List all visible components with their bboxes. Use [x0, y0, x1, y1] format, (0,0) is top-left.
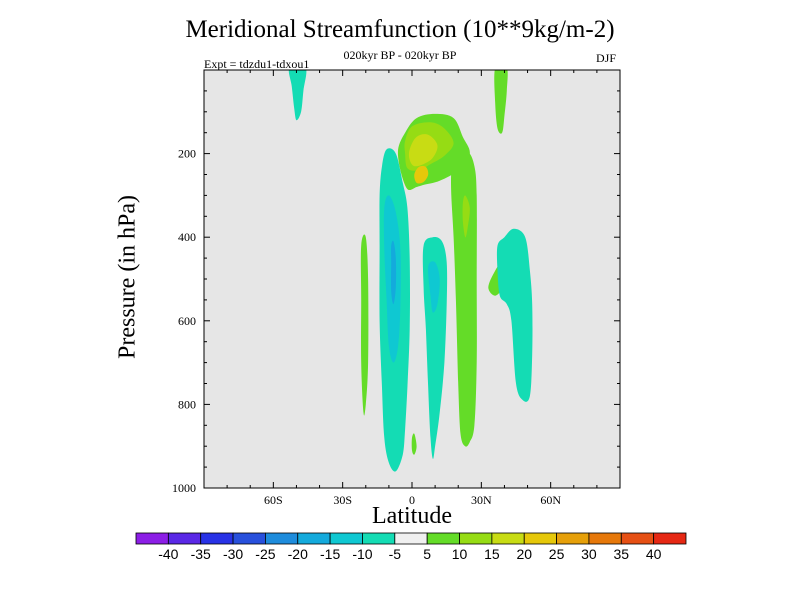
x-tick-label: 60N: [540, 493, 561, 507]
colorbar-label: -35: [191, 546, 211, 562]
colorbar-swatch: [620, 532, 655, 545]
colorbar-swatch: [167, 532, 202, 545]
colorbar-swatch: [491, 532, 525, 545]
contour-nh-column-yellowgreen: [462, 195, 470, 238]
colorbar-swatch: [135, 532, 169, 545]
colorbar-label: 25: [549, 546, 565, 562]
contour-nh-core-gold: [414, 166, 429, 184]
contour-nh-right-cyan: [496, 228, 533, 402]
contour-sh-equator-green: [411, 433, 417, 455]
colorbar-label: -10: [352, 546, 372, 562]
contour-sh-edge-green: [360, 234, 369, 416]
x-axis: 60S 30S 0 30N 60N: [226, 70, 598, 507]
y-tick-label: 400: [178, 230, 196, 244]
y-axis: 200 400 600 800 1000: [172, 90, 620, 495]
y-tick-label: 1000: [172, 481, 196, 495]
colorbar-swatch: [362, 532, 396, 545]
experiment-label: Expt = tdzdu1-tdxou1: [204, 57, 310, 71]
colorbar-label: 35: [614, 546, 630, 562]
y-tick-label: 800: [178, 397, 196, 411]
colorbar-swatch: [265, 532, 299, 545]
y-tick-label: 600: [178, 314, 196, 328]
colorbar-label: -20: [288, 546, 308, 562]
colorbar-swatch: [426, 532, 460, 545]
colorbar-label: -40: [158, 546, 178, 562]
colorbar-label: 20: [516, 546, 532, 562]
colorbar-label: 10: [452, 546, 468, 562]
colorbar-label: 5: [423, 546, 431, 562]
colorbar-swatch: [556, 532, 590, 545]
x-axis-label: Latitude: [372, 503, 452, 529]
colorbar-swatch: [459, 532, 493, 545]
contour-nh-top-green: [494, 70, 508, 134]
x-tick-label: 60S: [264, 493, 283, 507]
colorbar-label: -15: [320, 546, 340, 562]
chart-subtitle: 020kyr BP - 020kyr BP: [343, 48, 457, 62]
colorbar-label: -25: [255, 546, 275, 562]
colorbar-label: 15: [484, 546, 500, 562]
colorbar-swatch: [653, 532, 687, 545]
contour-nh-lower-blue: [428, 261, 440, 313]
colorbar-swatch: [329, 532, 363, 545]
chart-title: Meridional Streamfunction (10**9kg/m-2): [185, 16, 615, 43]
x-tick-label: 30N: [471, 493, 492, 507]
contour-sh-column-darkblue: [391, 240, 397, 305]
colorbar: -40 -35 -30 -25 -20 -15 -10 -5 5 10 15 20 25 30 35 40: [135, 532, 687, 562]
colorbar-swatch: [588, 532, 622, 545]
colorbar-swatch: [523, 532, 557, 545]
colorbar-label: 40: [646, 546, 662, 562]
x-tick-label: 30S: [333, 493, 352, 507]
contour-nh-lower-cyan: [422, 236, 448, 459]
contour-sh-top-cyan: [288, 70, 307, 121]
season-label: DJF: [596, 51, 617, 65]
colorbar-label: -5: [389, 546, 402, 562]
colorbar-swatch: [297, 532, 331, 545]
colorbar-swatch: [232, 532, 266, 545]
colorbar-swatch: [200, 532, 234, 545]
contour-nh-column-green: [451, 150, 477, 447]
colorbar-swatch: [394, 532, 428, 545]
x-tick-label: 0: [409, 493, 415, 507]
contour-fills: [288, 70, 533, 472]
y-tick-label: 200: [178, 147, 196, 161]
colorbar-label: 30: [581, 546, 597, 562]
contour-nh-upper-yellow: [408, 134, 438, 167]
colorbar-label: -30: [223, 546, 243, 562]
